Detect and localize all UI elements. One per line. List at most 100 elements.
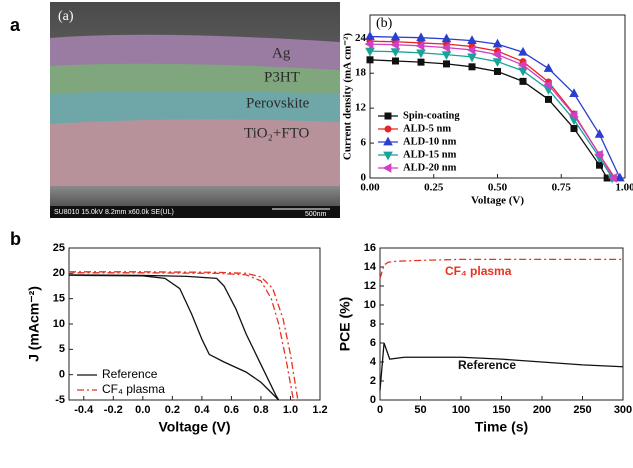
sem-info: SU8010 15.0kV 8.2mm x60.0k SE(UL): [54, 209, 174, 216]
marker: [390, 48, 401, 58]
chart: 0.00 0.25 0.50 0.75 1.00 0 6 12 18 24 Voltage (V) C…: [342, 14, 633, 207]
x-tick-label: 0: [377, 404, 383, 416]
y-tick-label: -5: [55, 394, 65, 406]
layer-glass: [50, 186, 340, 206]
marker: [569, 88, 579, 97]
legend-label: Spin-coating: [403, 110, 460, 121]
x-tick-label: 0.0: [135, 404, 150, 416]
y-tick-label: 4: [370, 356, 377, 368]
x-tick-label: 300: [614, 404, 632, 416]
legend-marker: [383, 136, 393, 146]
marker: [366, 56, 374, 64]
x-axis-label: Time (s): [475, 419, 528, 435]
x-tick-label: -0.2: [104, 404, 123, 416]
y-tick-label: 15: [53, 293, 65, 305]
legend-label: ALD-5 nm: [403, 123, 451, 134]
series-line: [379, 258, 623, 279]
chart: -0.4 -0.2 0.0 0.2 0.4 0.6 0.8 1.0 1.2 -5 0 5 10 15 20 2…: [26, 242, 328, 435]
marker: [468, 63, 476, 71]
marker: [519, 77, 527, 85]
y-tick-label: 6: [370, 337, 376, 349]
marker: [390, 39, 399, 50]
x-tick-label: 0.4: [194, 404, 210, 416]
legend-label: CF₄ plasma: [102, 382, 165, 396]
marker: [518, 46, 528, 56]
figure-label: a: [10, 15, 21, 35]
x-axis-label: Voltage (V): [471, 195, 524, 207]
y-tick-label: 20: [53, 267, 65, 279]
x-tick-label: 0.2: [165, 404, 180, 416]
y-tick-label: 0: [59, 369, 65, 381]
x-tick-label: 1.2: [312, 404, 327, 416]
marker: [568, 110, 578, 120]
layer-label: TiO₂+FTO: [244, 125, 310, 141]
annotation: Reference: [458, 358, 516, 372]
legend-marker: [384, 125, 392, 133]
marker: [543, 63, 554, 72]
legend-marker: [384, 112, 392, 120]
series-line: [69, 271, 299, 401]
y-tick-label: 6: [361, 137, 367, 149]
chart: 0 50 100 150 200 250 300 0 2 4 6 8 10 12 14 16 Time (s) P…: [337, 242, 632, 435]
x-tick-label: 250: [573, 404, 591, 416]
sem-image: (a) Ag P3HT Perovskite TiO₂+FTO SU8010 1…: [50, 2, 340, 218]
x-tick-label: 0.8: [253, 404, 268, 416]
layer-label: Perovskite: [246, 95, 310, 111]
marker: [390, 31, 401, 41]
layer-label: Ag: [272, 45, 291, 61]
x-tick-label: 0.50: [488, 182, 508, 194]
marker: [441, 33, 452, 43]
legend-label: ALD-20 nm: [403, 162, 457, 173]
marker: [543, 80, 552, 90]
x-tick-label: 100: [452, 404, 470, 416]
marker: [466, 45, 476, 55]
x-tick-label: 0.75: [552, 182, 572, 194]
x-tick-label: 0.25: [424, 182, 444, 194]
marker: [594, 128, 605, 138]
layer-p3ht: [50, 63, 340, 98]
x-tick-label: -0.4: [74, 404, 94, 416]
marker: [594, 149, 603, 160]
x-tick-label: 200: [533, 404, 551, 416]
y-tick-label: 12: [355, 102, 367, 114]
marker: [364, 39, 374, 49]
marker: [441, 51, 452, 60]
y-tick-label: 2: [370, 375, 376, 387]
y-tick-label: 10: [364, 299, 376, 311]
y-axis-label: J (mAcm⁻²): [26, 286, 42, 362]
y-tick-label: 24: [355, 32, 367, 44]
y-axis-label: PCE (%): [337, 297, 353, 351]
marker: [415, 41, 425, 51]
scale-text: 500nm: [305, 211, 327, 218]
marker: [608, 173, 617, 183]
marker: [494, 67, 501, 75]
panel-label: (a): [58, 9, 74, 24]
marker: [392, 57, 399, 65]
marker: [417, 58, 425, 66]
legend-marker: [383, 151, 393, 161]
legend-marker: [382, 163, 392, 173]
layer-perovskite: [50, 91, 340, 128]
marker: [545, 95, 552, 103]
y-tick-label: 10: [53, 318, 65, 330]
marker: [596, 161, 603, 169]
x-tick-label: 1.0: [283, 404, 298, 416]
y-axis-label: Current density (mA cm⁻²): [342, 33, 354, 160]
x-tick-label: 150: [492, 404, 510, 416]
marker: [492, 49, 501, 60]
panel-label: (b): [376, 16, 393, 31]
marker: [443, 60, 450, 68]
y-tick-label: 0: [361, 172, 367, 184]
figure-label: b: [10, 229, 21, 249]
marker: [615, 172, 625, 182]
marker: [517, 60, 527, 70]
marker: [365, 31, 375, 40]
annotation: CF₄ plasma: [445, 264, 512, 278]
y-tick-label: 5: [59, 343, 65, 355]
y-tick-label: 8: [370, 318, 376, 330]
y-tick-label: 25: [53, 242, 65, 254]
y-tick-label: 0: [370, 394, 376, 406]
x-tick-label: 0.00: [360, 182, 380, 194]
layer-ag: [50, 34, 340, 72]
